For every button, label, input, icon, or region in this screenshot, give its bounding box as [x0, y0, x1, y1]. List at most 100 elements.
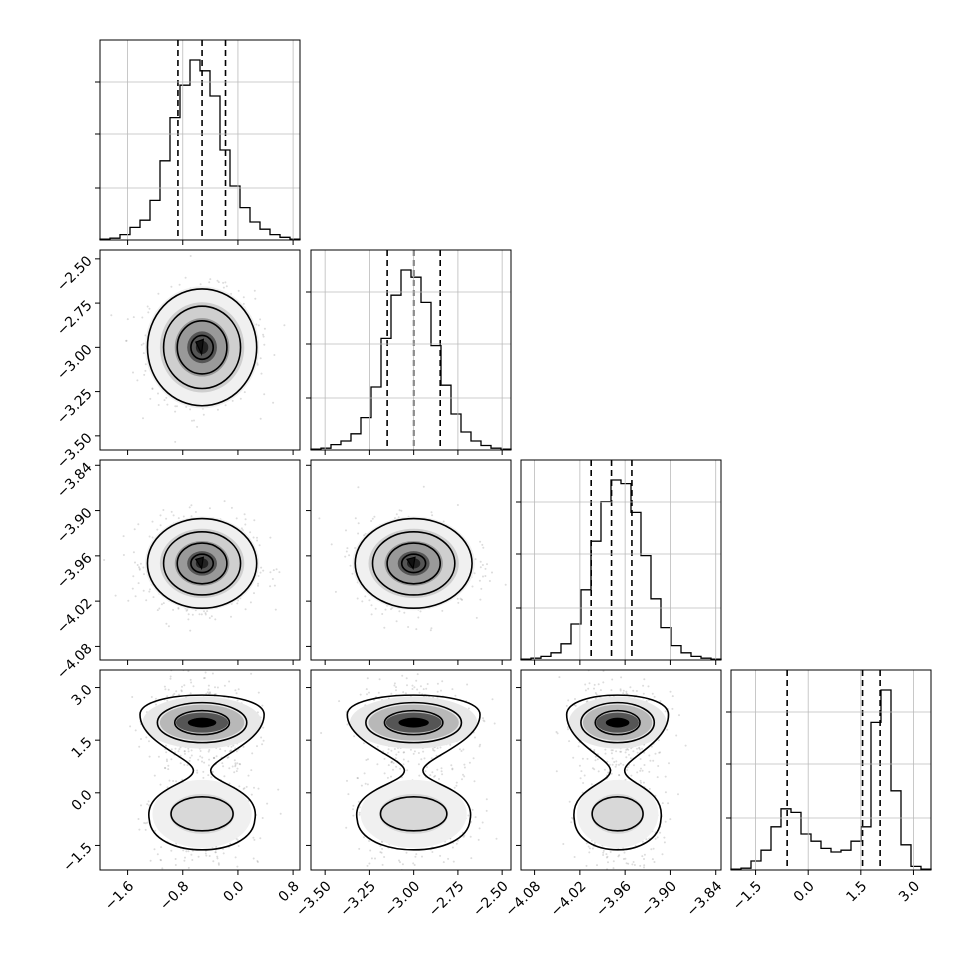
- sample-point: [345, 826, 348, 829]
- sample-point: [387, 748, 390, 751]
- sample-point: [421, 855, 423, 858]
- sample-point: [210, 776, 213, 779]
- sample-point: [477, 838, 480, 841]
- sample-point: [424, 770, 427, 773]
- sample-point: [479, 560, 482, 563]
- sample-point: [165, 758, 168, 761]
- sample-point: [363, 742, 365, 745]
- sample-point: [402, 691, 405, 694]
- sample-point: [249, 531, 252, 534]
- sample-point: [260, 736, 263, 739]
- sample-point: [275, 568, 278, 571]
- sample-point: [235, 692, 238, 695]
- sample-point: [480, 587, 483, 590]
- sample-point: [224, 749, 227, 752]
- sample-point: [179, 762, 182, 765]
- sample-point: [463, 834, 466, 837]
- sample-point: [373, 699, 375, 702]
- sample-point: [402, 758, 405, 761]
- sample-point: [397, 751, 400, 754]
- sample-point: [156, 609, 159, 612]
- sample-point: [491, 571, 493, 574]
- sample-point: [253, 519, 256, 522]
- sample-point: [636, 751, 639, 754]
- sample-point: [379, 851, 382, 854]
- sample-point: [594, 692, 597, 694]
- sample-point: [222, 848, 225, 851]
- sample-point: [207, 750, 210, 753]
- sample-point: [360, 784, 363, 787]
- sample-point: [663, 841, 666, 844]
- sample-point: [475, 616, 478, 619]
- sample-point: [242, 302, 245, 305]
- sample-point: [262, 739, 265, 742]
- sample-point: [455, 781, 458, 784]
- sample-point: [269, 585, 272, 588]
- sample-point: [431, 771, 434, 774]
- sample-point: [185, 405, 188, 408]
- sample-point: [620, 676, 623, 679]
- sample-point: [666, 728, 669, 731]
- sample-point: [142, 342, 145, 345]
- sample-point: [262, 335, 265, 338]
- sample-point: [453, 786, 456, 789]
- sample-point: [184, 752, 186, 755]
- sample-cloud: [129, 670, 282, 892]
- sample-point: [398, 610, 401, 613]
- sample-point: [172, 514, 175, 517]
- sample-point: [259, 318, 262, 321]
- sample-point: [581, 791, 584, 794]
- sample-point: [370, 520, 373, 522]
- sample-point: [618, 774, 621, 776]
- sample-point: [367, 758, 369, 761]
- sample-point: [397, 516, 400, 519]
- sample-point: [208, 507, 211, 510]
- sample-point: [397, 871, 399, 873]
- sample-point: [177, 750, 180, 753]
- sample-point: [386, 776, 389, 779]
- sample-point: [390, 608, 392, 611]
- sample-point: [199, 750, 202, 752]
- sample-point: [154, 829, 157, 832]
- sample-point: [242, 788, 245, 790]
- sample-point: [481, 564, 484, 566]
- sample-point: [236, 699, 239, 702]
- sample-point: [131, 696, 134, 698]
- sample-point: [413, 864, 416, 866]
- sample-point: [178, 748, 181, 751]
- sample-point: [209, 278, 212, 281]
- sample-point: [479, 598, 482, 601]
- sample-point: [381, 613, 384, 615]
- sample-point: [471, 808, 474, 811]
- sample-point: [364, 595, 367, 598]
- sample-point: [392, 762, 395, 765]
- sample-point: [346, 547, 349, 550]
- sample-point: [639, 864, 642, 867]
- sample-point: [251, 752, 254, 755]
- sample-point: [456, 839, 459, 842]
- sample-point: [141, 316, 144, 319]
- sample-point: [210, 890, 212, 892]
- sample-point: [462, 748, 465, 751]
- sample-point: [449, 743, 452, 746]
- sample-point: [657, 765, 660, 767]
- sample-point: [209, 871, 211, 873]
- sample-point: [193, 419, 195, 422]
- sample-point: [257, 582, 260, 585]
- sample-point: [259, 837, 262, 840]
- sample-point: [661, 853, 664, 856]
- sample-point: [619, 762, 622, 765]
- sample-point: [393, 748, 396, 750]
- sample-point: [256, 363, 259, 366]
- sample-point: [352, 814, 355, 817]
- sample-point: [237, 845, 240, 847]
- sample-point: [136, 564, 139, 566]
- sample-point: [334, 590, 337, 593]
- sample-point: [183, 859, 186, 862]
- sample-point: [250, 793, 253, 796]
- sample-point: [590, 783, 593, 786]
- sample-point: [160, 603, 163, 606]
- sample-point: [468, 761, 471, 764]
- sample-point: [234, 762, 237, 765]
- sample-point: [482, 719, 485, 722]
